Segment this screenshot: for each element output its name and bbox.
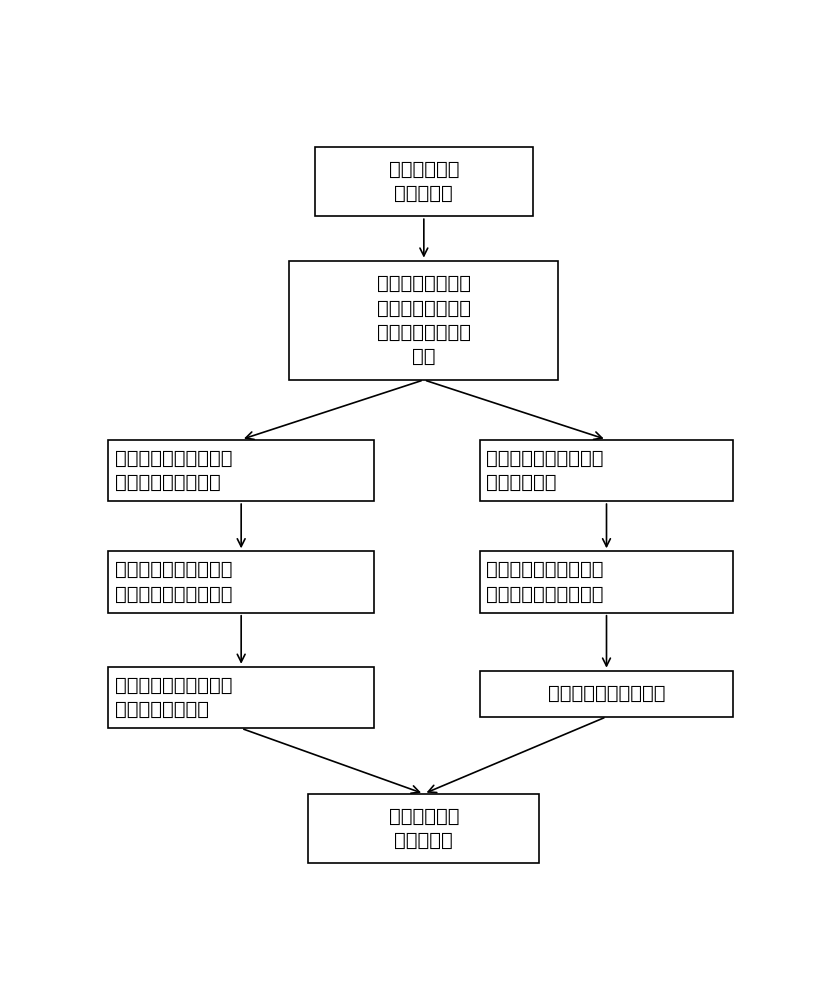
Text: 选取待测坡体
并构建模型: 选取待测坡体 并构建模型: [389, 160, 459, 203]
Bar: [289, 261, 558, 380]
Text: 计算边界线上相邻离散
点连线中点位移变化率: 计算边界线上相邻离散 点连线中点位移变化率: [486, 560, 604, 604]
Text: 平滑后得到滑
动面表征线: 平滑后得到滑 动面表征线: [389, 807, 459, 850]
Text: 利用强度折减法使
边坡处于临界状态
并确定离散点分布
区域: 利用强度折减法使 边坡处于临界状态 并确定离散点分布 区域: [377, 274, 471, 366]
Bar: [315, 147, 533, 216]
Text: 确定滑动面进出口位置: 确定滑动面进出口位置: [547, 684, 665, 703]
Bar: [480, 551, 733, 613]
Text: 在离散点分布区域内布
置竖直线及其离散点: 在离散点分布区域内布 置竖直线及其离散点: [115, 449, 232, 492]
Bar: [108, 667, 374, 728]
Bar: [108, 440, 374, 501]
Text: 计算竖直线上相邻离散
点连线中点位移变化率: 计算竖直线上相邻离散 点连线中点位移变化率: [115, 560, 232, 604]
Text: 找出每条竖直线上最大
位移变化率的位置: 找出每条竖直线上最大 位移变化率的位置: [115, 676, 232, 719]
Bar: [308, 794, 539, 863]
Bar: [480, 671, 733, 717]
Text: 在边坡上部边界的直线
上设置离散点: 在边坡上部边界的直线 上设置离散点: [486, 449, 604, 492]
Bar: [480, 440, 733, 501]
Bar: [108, 551, 374, 613]
